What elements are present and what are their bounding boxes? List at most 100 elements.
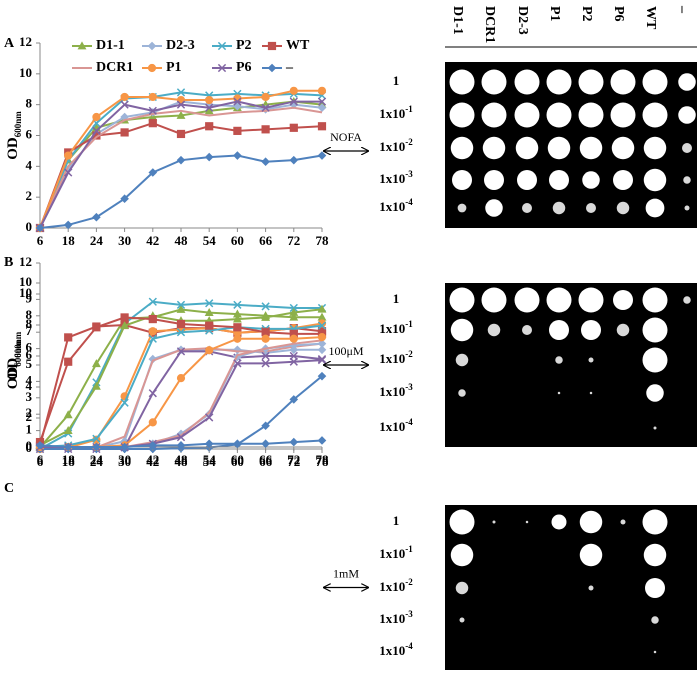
point (317, 339, 327, 348)
spot (458, 389, 466, 397)
y-tick-label: 2 (26, 409, 33, 424)
y-tick-label: 0 (26, 438, 33, 453)
x-tick-label: 72 (287, 454, 300, 469)
y-tick-label: 7 (26, 323, 33, 338)
x-tick-label: 30 (118, 454, 131, 469)
spot (484, 170, 504, 190)
point (176, 100, 186, 109)
point (120, 194, 129, 204)
point (233, 359, 242, 368)
dilution-base: 1x10 (379, 321, 405, 336)
dilution-base: 1x10 (379, 139, 405, 154)
spot (588, 357, 594, 363)
point (148, 92, 157, 102)
column-label: DCR1 (482, 6, 497, 43)
spot (613, 170, 633, 190)
point (289, 312, 299, 321)
panel-letter: C (4, 481, 14, 496)
spot (642, 347, 668, 373)
dilution-label: 1 (393, 513, 400, 528)
spot (546, 287, 572, 313)
point (261, 359, 270, 368)
spot (683, 296, 691, 304)
y-axis-title: OD600nm (5, 111, 23, 160)
spot (578, 69, 604, 95)
point (120, 100, 129, 109)
point (205, 103, 214, 112)
dilution-exp: -1 (405, 544, 413, 554)
point (233, 126, 242, 135)
point (233, 97, 242, 106)
spot (642, 317, 668, 343)
point (176, 433, 186, 442)
spot (610, 102, 636, 128)
x-tick-label: 78 (316, 452, 330, 467)
spot (620, 519, 626, 525)
point (64, 168, 73, 177)
y-tick-label: 5 (26, 356, 33, 371)
dilution-exp: -3 (405, 609, 413, 619)
y-axis-title-sub: 600nm (13, 340, 23, 367)
column-label: P1 (547, 6, 562, 22)
y-tick-label: 12 (19, 34, 32, 49)
condition-label: 100μM (328, 344, 363, 358)
dilution-base: 1x10 (379, 384, 405, 399)
point (91, 381, 101, 390)
point (91, 359, 101, 368)
spot (450, 136, 474, 160)
spot (551, 514, 567, 530)
point (289, 437, 299, 447)
x-tick-label: 48 (175, 233, 189, 248)
x-tick-label: 30 (118, 233, 131, 248)
point (35, 223, 45, 233)
point (317, 436, 327, 445)
dilution-base: 1x10 (379, 351, 405, 366)
spot (457, 203, 467, 213)
point (317, 103, 327, 113)
point (63, 220, 73, 230)
x-tick-label: 60 (231, 233, 244, 248)
dilution-exp: -3 (405, 169, 413, 179)
dilution-label: 1x10-4 (379, 641, 413, 658)
spot (642, 69, 668, 95)
point (289, 86, 298, 95)
y-tick-label: 0 (26, 440, 33, 455)
point (204, 152, 214, 162)
dilution-label: 1 (393, 73, 400, 88)
dilution-label: 1 (393, 291, 400, 306)
panel-letter: A (4, 36, 15, 51)
spot (678, 106, 696, 124)
point (267, 63, 277, 73)
point (289, 97, 298, 106)
point (92, 442, 101, 452)
point (233, 334, 242, 343)
spot (653, 426, 657, 430)
spot (449, 102, 475, 128)
point (289, 307, 299, 316)
point (261, 312, 271, 321)
point (92, 323, 101, 332)
point (205, 299, 214, 308)
point (289, 357, 298, 366)
column-label: P2 (579, 6, 594, 22)
spot (549, 170, 569, 190)
spot (487, 323, 501, 337)
dilution-label: 1x10-2 (379, 349, 413, 366)
point (261, 103, 270, 112)
x-tick-label: 42 (146, 452, 159, 467)
y-tick-label: 6 (26, 347, 33, 362)
point (92, 112, 101, 122)
dilution-exp: -2 (405, 349, 413, 359)
point (148, 106, 157, 115)
series-line (39, 122, 323, 229)
spot (452, 170, 472, 190)
x-tick-label: 24 (90, 233, 104, 248)
x-tick-label: 66 (259, 233, 273, 248)
point (120, 92, 129, 102)
dilution-base: 1x10 (379, 579, 405, 594)
point (233, 323, 242, 332)
spot (515, 136, 539, 160)
series-line (39, 106, 323, 229)
x-tick-label: 60 (231, 454, 244, 469)
legend-label: P6 (236, 60, 252, 75)
